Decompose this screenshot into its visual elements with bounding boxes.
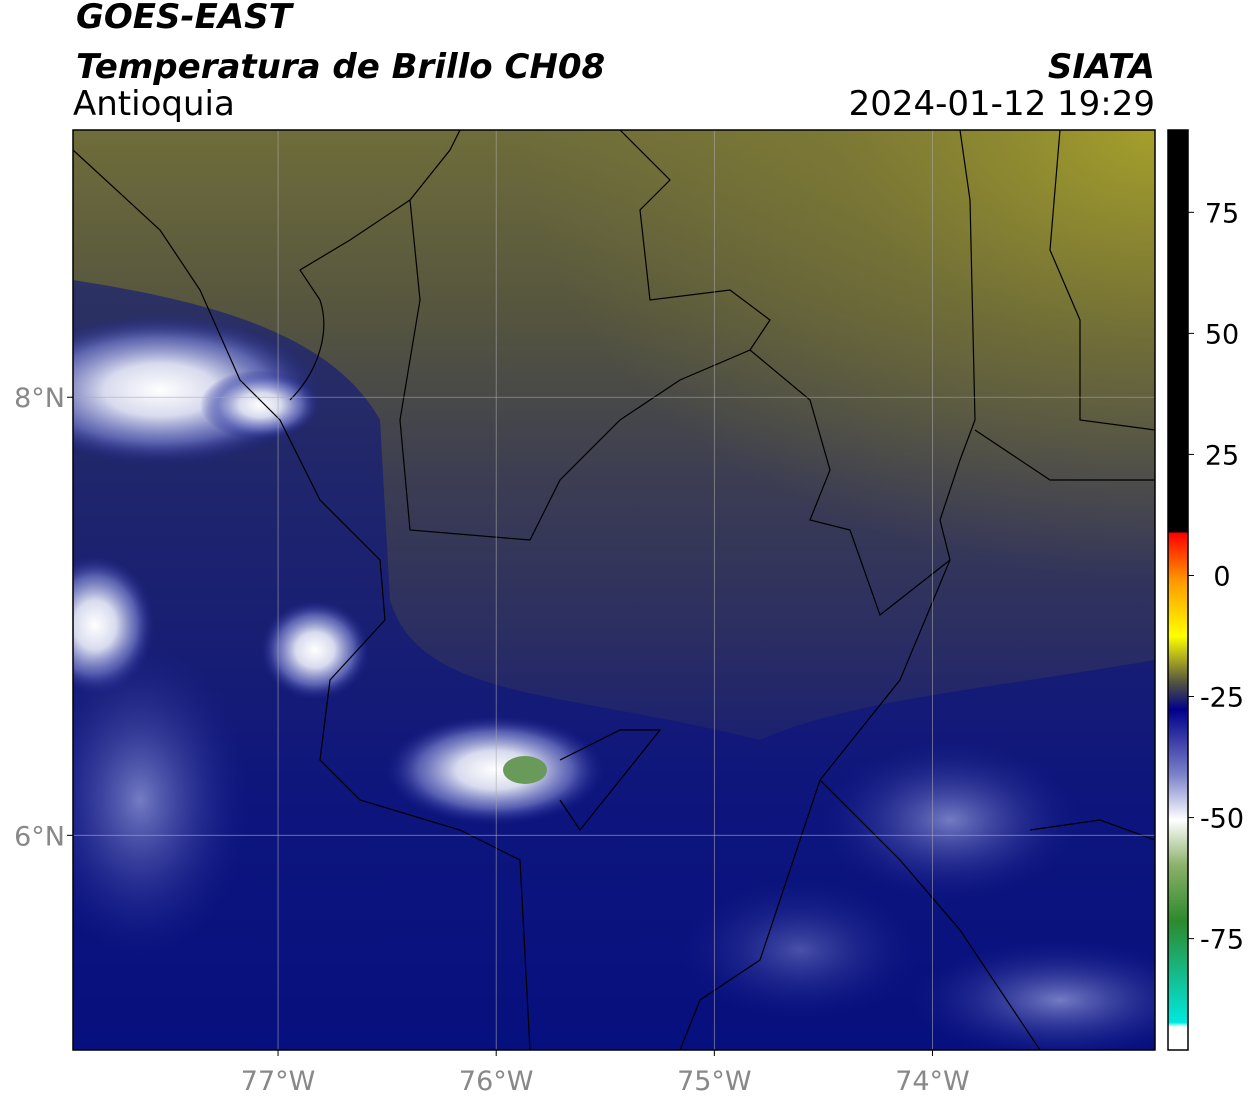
colorbar-tick-label: 25 [1205,440,1239,471]
cloud [73,640,250,960]
colorbar-tick-label: -75 [1200,925,1244,956]
region: Antioquia [73,84,235,124]
warm-region [450,130,1155,630]
x-tick-label: 74°W [895,1066,970,1097]
cloud [680,880,920,1020]
title: GOES-EAST [76,0,295,37]
y-tick-label: 6°N [14,821,65,852]
subtitle: Temperatura de Brillo CH08 [76,47,605,87]
x-tick-label: 77°W [241,1066,316,1097]
x-tick-label: 76°W [459,1066,534,1097]
cloud [385,715,605,825]
cloud-core [503,756,547,784]
colorbar-tick-label: -25 [1200,683,1244,714]
grid [73,130,1155,1050]
source: SIATA [1048,47,1155,87]
borders [73,130,1155,1050]
colorbar-tick-label: 0 [1213,561,1230,592]
cloud [820,740,1080,900]
satellite-image [73,130,1155,1050]
x-tick-label: 75°W [677,1066,752,1097]
cloud [200,370,320,440]
map-frame [72,129,1156,1051]
cloud [910,940,1155,1050]
y-tick-label: 8°N [14,383,65,414]
timestamp: 2024-01-12 19:29 [849,84,1155,124]
colorbar-tick-label: -50 [1200,804,1244,835]
colorbar-tick-label: 75 [1205,198,1239,229]
cloud [260,600,370,700]
colorbar [1167,129,1189,1051]
colorbar-tick-label: 50 [1205,319,1239,350]
